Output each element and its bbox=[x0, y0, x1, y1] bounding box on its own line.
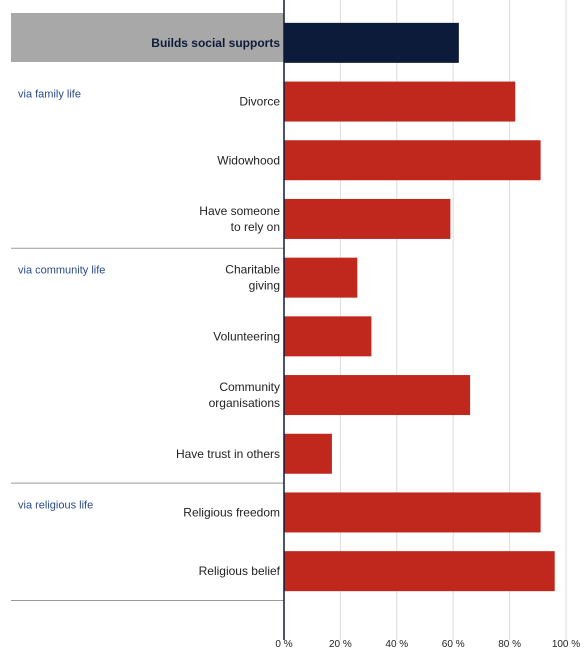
x-tick-label: 80 % bbox=[498, 639, 521, 650]
bars bbox=[284, 22, 555, 592]
bar-charitable-giving bbox=[284, 257, 358, 298]
category-label-have-trust-in-others: Have trust in others bbox=[176, 447, 280, 461]
bar-widowhood bbox=[284, 140, 541, 181]
x-tick-label: 40 % bbox=[385, 639, 408, 650]
bar-community-organisations bbox=[284, 375, 471, 416]
header-band bbox=[11, 13, 284, 62]
group-label-via-community-life: via community life bbox=[18, 265, 105, 277]
category-label-charitable-giving: giving bbox=[249, 279, 280, 293]
category-label-widowhood: Widowhood bbox=[217, 153, 280, 167]
group-label-via-family-life: via family life bbox=[18, 89, 81, 101]
x-tick-label: 60 % bbox=[442, 639, 465, 650]
bar-have-trust-in-others bbox=[284, 433, 332, 474]
bar-divorce bbox=[284, 81, 516, 122]
category-label-community-organisations: organisations bbox=[209, 396, 280, 410]
bar-volunteering bbox=[284, 316, 372, 357]
category-label-volunteering: Volunteering bbox=[213, 329, 280, 343]
category-labels: Builds social supports Divorce Widowhood Ha… bbox=[151, 36, 280, 578]
category-label-builds-social-supports: Builds social supports bbox=[151, 36, 280, 50]
category-label-religious-belief: Religious belief bbox=[199, 564, 281, 578]
bar-builds-social-supports bbox=[284, 22, 459, 63]
category-label-have-someone-to-rely-on: to rely on bbox=[231, 220, 280, 234]
bar-have-someone-to-rely-on bbox=[284, 198, 451, 239]
x-axis-ticks: 0 % 20 % 40 % 60 % 80 % 100 % bbox=[275, 639, 580, 650]
group-label-via-religious-life: via religious life bbox=[18, 499, 93, 511]
group-labels: via family life via community life via rel… bbox=[18, 89, 105, 512]
x-tick-label: 20 % bbox=[329, 639, 352, 650]
category-label-charitable-giving: Charitable bbox=[225, 263, 280, 277]
x-tick-label: 100 % bbox=[552, 639, 580, 650]
group-separators bbox=[11, 247, 284, 601]
bar-religious-belief bbox=[284, 551, 555, 592]
category-label-divorce: Divorce bbox=[239, 95, 280, 109]
category-label-have-someone-to-rely-on: Have someone bbox=[199, 204, 280, 218]
category-label-community-organisations: Community bbox=[219, 380, 280, 394]
x-tick-label: 0 % bbox=[275, 639, 292, 650]
bar-religious-freedom bbox=[284, 492, 541, 533]
category-label-religious-freedom: Religious freedom bbox=[183, 505, 280, 519]
